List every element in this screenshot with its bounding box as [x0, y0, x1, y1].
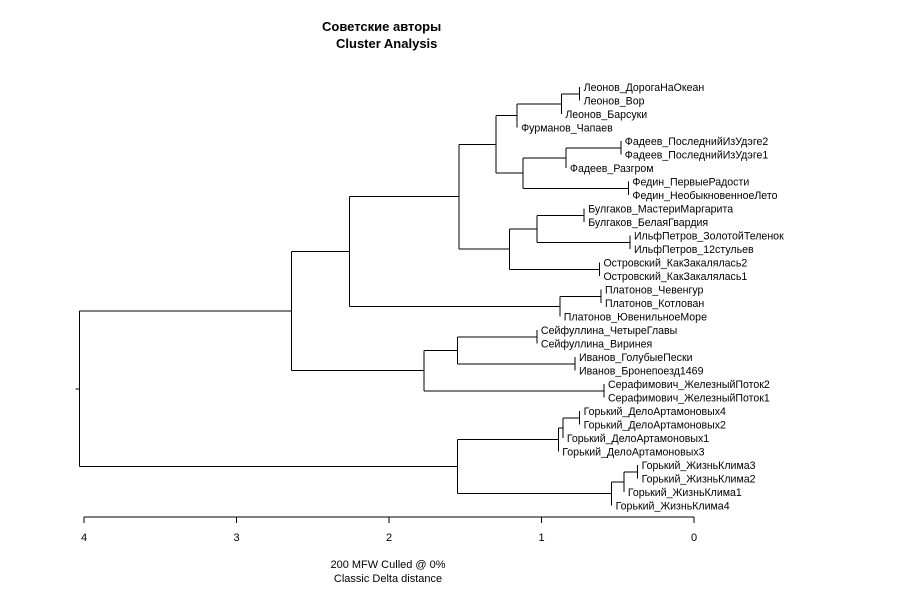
- chart-title-line1: Советские авторы: [322, 19, 441, 34]
- leaf-label: Леонов_Вор: [584, 96, 645, 108]
- leaf-label: Горький_ЖизньКлима1: [628, 487, 742, 499]
- leaf-label: Горький_ЖизньКлима4: [616, 501, 730, 513]
- leaf-label: Фадеев_ПоследнийИзУдэге1: [625, 150, 769, 162]
- dendrogram-tree: [75, 87, 639, 506]
- leaf-label: Платонов_Котлован: [605, 298, 704, 310]
- leaf-label: Сейфуллина_ЧетыреГлавы: [541, 325, 677, 337]
- leaf-label: Леонов_ДорогаНаОкеан: [584, 82, 705, 94]
- leaf-label: ИльфПетров_12стульев: [634, 244, 754, 256]
- chart-title-line2: Cluster Analysis: [336, 36, 437, 51]
- leaf-label: Горький_ДелоАртамоновых2: [584, 420, 726, 432]
- axis-tick-label: 3: [233, 532, 239, 544]
- axis-tick-label: 1: [538, 532, 544, 544]
- leaf-label: Платонов_Чевенгур: [605, 285, 704, 297]
- leaf-label: Горький_ДелоАртамоновых1: [567, 433, 709, 445]
- leaf-label: Булгаков_БелаяГвардия: [588, 217, 708, 229]
- leaf-label: Фадеев_Разгром: [570, 163, 654, 175]
- subtitle-distance: Classic Delta distance: [334, 573, 442, 585]
- axis-tick-label: 2: [386, 532, 392, 544]
- leaf-label: Сейфуллина_Виринея: [541, 339, 652, 351]
- leaf-label: Горький_ЖизньКлима2: [642, 474, 756, 486]
- leaf-label: Серафимович_ЖелезныйПоток2: [608, 379, 770, 391]
- leaf-label: Серафимович_ЖелезныйПоток1: [608, 393, 770, 405]
- x-axis: 4 3 2 1 0: [81, 516, 697, 544]
- leaf-label: Фадеев_ПоследнийИзУдэге2: [625, 136, 769, 148]
- leaf-label: Фурманов_Чапаев: [521, 123, 613, 135]
- axis-tick-label: 4: [81, 532, 87, 544]
- leaf-label: Горький_ДелоАртамоновых4: [584, 406, 726, 418]
- leaf-label: Платонов_ЮвенильноеМоре: [564, 312, 707, 324]
- leaf-label: Островский_КакЗакалялась2: [603, 258, 747, 270]
- leaf-label: Горький_ДелоАртамоновых3: [562, 447, 704, 459]
- leaf-label: Леонов_Барсуки: [565, 109, 647, 121]
- leaf-label: Булгаков_МастериМаргарита: [588, 204, 733, 216]
- leaf-label: Иванов_ГолубыеПески: [579, 352, 693, 364]
- leaf-label: Федин_ПервыеРадости: [632, 177, 749, 189]
- leaf-label: Федин_НеобыкновенноеЛето: [632, 190, 777, 202]
- leaf-labels: Леонов_ДорогаНаОкеан Леонов_ВорЛеонов_Бар…: [521, 82, 784, 513]
- axis-tick-label: 0: [691, 532, 697, 544]
- leaf-label: Горький_ЖизньКлима3: [642, 460, 756, 472]
- leaf-label: Островский_КакЗакалялась1: [603, 271, 747, 283]
- leaf-label: ИльфПетров_ЗолотойТеленок: [634, 231, 784, 243]
- leaf-label: Иванов_Бронепоезд1469: [579, 366, 704, 378]
- subtitle-mfw: 200 MFW Culled @ 0%: [330, 559, 445, 571]
